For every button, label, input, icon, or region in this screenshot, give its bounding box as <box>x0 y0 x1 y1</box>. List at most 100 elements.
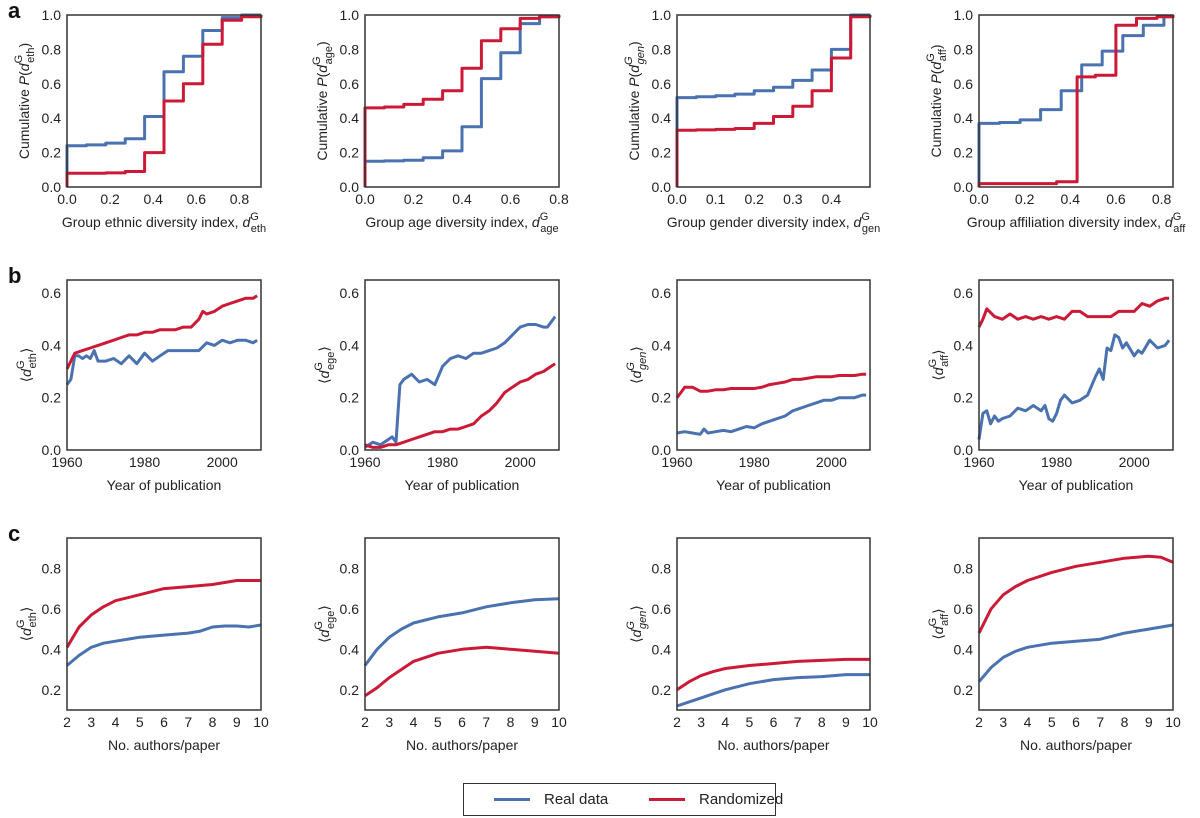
series-line-randomized <box>65 294 258 370</box>
x-tick-label: 2000 <box>816 454 847 470</box>
y-tick-label: 0.2 <box>652 145 672 161</box>
x-tick-label: 0.0 <box>57 191 77 207</box>
y-tick-label: 0.0 <box>954 179 974 195</box>
x-axis-label: Year of publication <box>107 477 222 493</box>
y-tick-label: 0.4 <box>340 337 360 353</box>
plot-frame <box>66 14 262 188</box>
x-tick-label: 1960 <box>349 454 380 470</box>
y-tick-label: 0.8 <box>954 560 974 576</box>
plot-frame <box>978 537 1174 711</box>
series-line-randomized <box>363 15 561 187</box>
series-line-randomized <box>977 554 1174 634</box>
x-tick-label: 1980 <box>427 454 458 470</box>
y-tick-label: 0.4 <box>340 110 360 126</box>
series-line-real-data <box>363 15 561 187</box>
series-line-real-data <box>675 13 870 187</box>
series-line-real-data <box>977 333 1171 440</box>
legend-label-real-data: Real data <box>544 791 609 808</box>
series-line-randomized <box>676 657 870 692</box>
plot-frame <box>364 14 560 188</box>
x-tick-label: 8 <box>209 714 217 730</box>
y-tick-label: 0.8 <box>652 41 672 57</box>
x-tick-label: 9 <box>1145 714 1153 730</box>
y-tick-label: 0.8 <box>42 560 62 576</box>
x-axis-label: No. authors/paper <box>1020 737 1132 753</box>
y-tick-label: 0.8 <box>340 41 360 57</box>
panel-letter: c <box>8 521 20 546</box>
x-tick-label: 0.4 <box>1061 191 1081 207</box>
y-axis-label: ⟨dGgen⟩ <box>625 346 649 384</box>
x-tick-label: 8 <box>507 714 515 730</box>
x-axis-label: Year of publication <box>716 477 831 493</box>
x-tick-label: 6 <box>770 714 778 730</box>
y-tick-label: 0.0 <box>42 179 62 195</box>
x-tick-label: 1980 <box>739 454 770 470</box>
x-tick-label: 2 <box>361 714 369 730</box>
y-tick-label: 0.6 <box>340 601 360 617</box>
panel-a3: 0.0 0.1 0.2 0.3 0.4 0.0 0.2 0.4 0.6 0.8 1.0 Group g… <box>623 7 880 235</box>
x-tick-label: 0.6 <box>187 191 207 207</box>
x-tick-label: 7 <box>794 714 802 730</box>
x-tick-label: 6 <box>1072 714 1080 730</box>
x-tick-label: 5 <box>745 714 753 730</box>
y-tick-label: 0.4 <box>42 337 62 353</box>
x-tick-label: 0.8 <box>549 191 569 207</box>
legend-item-randomized: Randomized <box>649 791 783 808</box>
x-tick-label: 2000 <box>207 454 238 470</box>
y-axis-label: ⟨dGeth⟩ <box>15 607 39 642</box>
x-tick-label: 0.0 <box>355 191 375 207</box>
x-tick-label: 0.6 <box>501 191 521 207</box>
series-line-real-data <box>66 623 262 667</box>
y-tick-label: 0.4 <box>954 337 974 353</box>
x-tick-label: 2000 <box>1119 454 1150 470</box>
y-tick-label: 0.2 <box>340 390 360 406</box>
y-axis-label: Cumulative P(dGgen) <box>623 41 647 160</box>
x-tick-label: 0.2 <box>744 191 764 207</box>
x-tick-label: 10 <box>253 714 269 730</box>
x-axis-label: Group gender diversity index, dG gen <box>667 211 880 235</box>
x-tick-label: 10 <box>1165 714 1181 730</box>
series-line-real-data <box>65 338 258 386</box>
x-tick-label: 0.0 <box>969 191 989 207</box>
series-line-real-data <box>364 315 557 449</box>
x-tick-label: 2 <box>673 714 681 730</box>
y-tick-label: 0.6 <box>340 285 360 301</box>
x-tick-label: 1960 <box>661 454 692 470</box>
x-tick-label: 6 <box>458 714 466 730</box>
y-axis-label: ⟨dGege⟩ <box>313 605 337 643</box>
series-line-randomized <box>675 15 872 187</box>
x-tick-label: 1980 <box>1041 454 1072 470</box>
x-tick-label: 1960 <box>963 454 994 470</box>
panel-b2: 1960 1980 2000 0.0 0.2 0.4 0.6 Year of publicat… <box>313 279 560 493</box>
x-tick-label: 9 <box>842 714 850 730</box>
plot-frame <box>676 14 871 188</box>
y-axis-label: ⟨dGeth⟩ <box>15 348 39 383</box>
series-line-randomized <box>675 372 867 399</box>
panel-a4: 0.0 0.2 0.4 0.6 0.8 0.0 0.2 0.4 0.6 0.8 1.0 Group a… <box>925 7 1186 235</box>
x-tick-label: 0.2 <box>404 191 424 207</box>
x-tick-label: 7 <box>184 714 192 730</box>
y-tick-label: 0.4 <box>954 110 974 126</box>
x-axis-label: No. authors/paper <box>717 737 829 753</box>
plot-frame <box>364 279 560 451</box>
series-line-randomized <box>364 645 560 698</box>
series-line-randomized <box>65 579 261 649</box>
y-tick-label: 0.2 <box>340 682 360 698</box>
series-line-randomized <box>364 362 556 449</box>
x-tick-label: 3 <box>87 714 95 730</box>
panel-letter: b <box>8 263 21 288</box>
y-tick-label: 0.2 <box>42 682 62 698</box>
x-tick-label: 10 <box>551 714 567 730</box>
y-tick-label: 0.4 <box>652 110 672 126</box>
y-tick-label: 0.4 <box>42 110 62 126</box>
y-tick-label: 0.8 <box>652 560 672 576</box>
y-tick-label: 0.6 <box>652 601 672 617</box>
series-line-randomized <box>65 15 263 187</box>
panel-c1: c 2 3 4 5 6 7 8 9 10 0.2 0.4 0.6 0.8 No. authors/paper… <box>8 521 269 753</box>
y-tick-label: 0.0 <box>652 442 672 458</box>
x-tick-label: 4 <box>1024 714 1032 730</box>
plot-frame <box>978 279 1174 451</box>
y-axis-label: Cumulative P(dGaff) <box>925 45 949 158</box>
x-tick-label: 0.2 <box>100 191 120 207</box>
y-tick-label: 1.0 <box>340 7 360 23</box>
